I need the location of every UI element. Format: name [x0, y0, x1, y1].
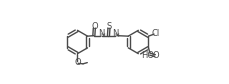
Text: H: H [114, 33, 119, 38]
Text: HO: HO [141, 51, 154, 60]
Text: H: H [99, 33, 104, 38]
Text: Cl: Cl [151, 29, 159, 38]
Text: O: O [91, 22, 98, 31]
Text: S: S [106, 22, 112, 31]
Text: O: O [152, 51, 159, 60]
Text: O: O [74, 58, 80, 67]
Text: N: N [98, 29, 104, 38]
Text: N: N [112, 29, 118, 38]
